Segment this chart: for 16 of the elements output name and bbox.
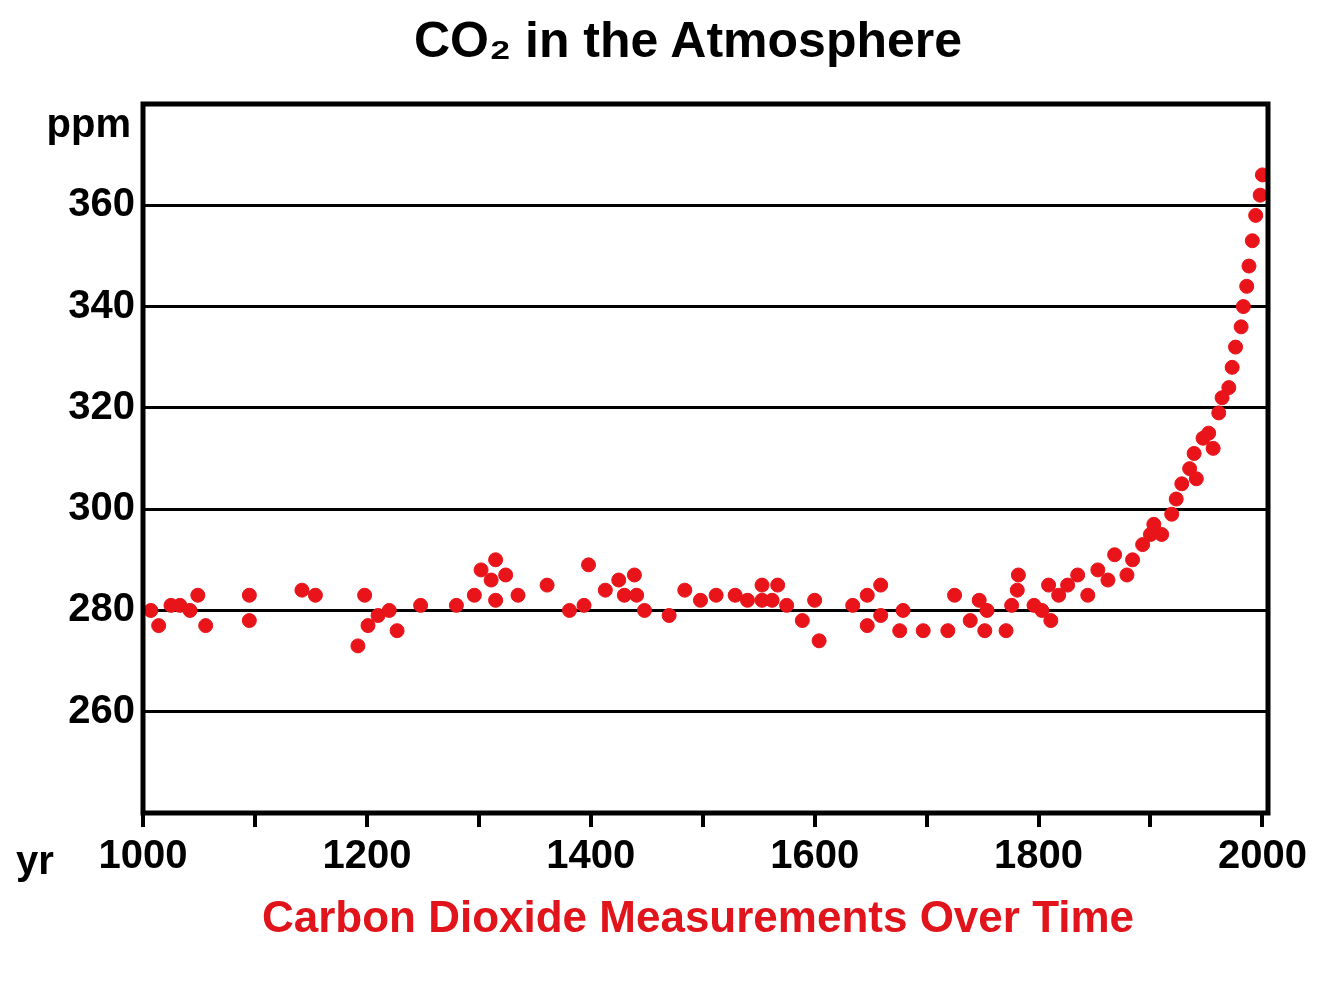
x-axis-title: yr xyxy=(16,838,54,883)
chart-title: CO₂ in the Atmosphere xyxy=(412,11,964,70)
x-tick-label: 1600 xyxy=(770,832,860,877)
x-tick-label: 1800 xyxy=(994,832,1084,877)
text: Carbon Dioxide Measurements Over Time xyxy=(260,892,1136,942)
y-tick-label: 300 xyxy=(68,484,135,529)
y-tick-label: 360 xyxy=(68,180,135,225)
y-tick-label: 340 xyxy=(68,281,135,326)
y-tick-label: 260 xyxy=(68,686,135,731)
y-axis-title: ppm xyxy=(46,101,131,146)
x-tick-label: 1400 xyxy=(546,832,636,877)
y-tick-label: 320 xyxy=(68,382,135,427)
x-tick-label: 2000 xyxy=(1217,832,1307,877)
x-tick-label: 1000 xyxy=(98,832,188,877)
x-tick-label: 1200 xyxy=(322,832,412,877)
y-tick-label: 280 xyxy=(68,585,135,630)
